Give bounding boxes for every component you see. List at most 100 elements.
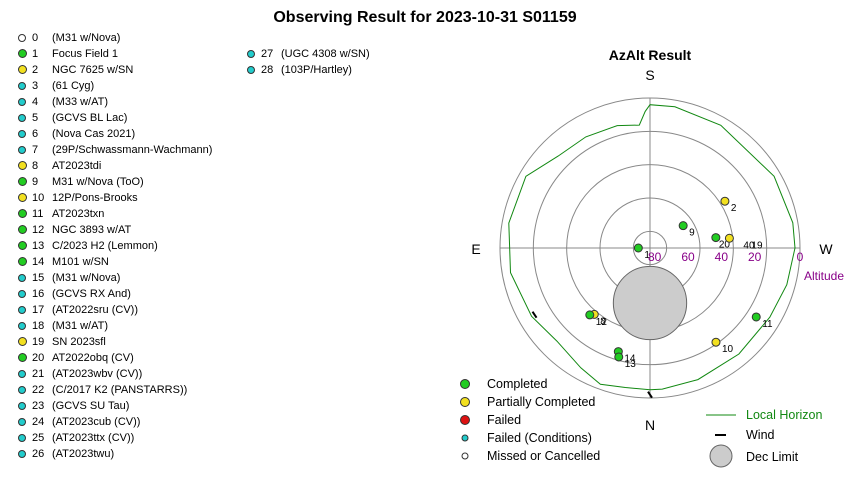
local-horizon xyxy=(508,104,796,391)
target-name: (AT2023ttx (CV)) xyxy=(52,432,135,444)
target-point-label: 8 xyxy=(600,316,606,327)
altitude-axis-label: Altitude xyxy=(804,269,844,283)
target-number: 19 xyxy=(32,336,45,348)
target-number: 6 xyxy=(32,128,39,140)
target-number: 17 xyxy=(32,304,45,316)
status-dot-icon xyxy=(18,130,26,138)
target-number: 3 xyxy=(32,80,39,92)
legend-completed-marker xyxy=(460,379,470,389)
target-point-label: 19 xyxy=(751,240,763,251)
direction-labels: S N E W xyxy=(471,67,833,433)
page-title: Observing Result for 2023-10-31 S01159 xyxy=(273,9,577,26)
status-dot-icon xyxy=(18,98,26,106)
legend-dec-limit: Dec Limit xyxy=(746,450,799,464)
status-dot-icon xyxy=(247,66,255,74)
target-number: 8 xyxy=(32,160,39,172)
dec-limit-disc xyxy=(612,265,688,341)
status-dot-icon xyxy=(18,418,26,426)
target-number: 27 xyxy=(261,48,274,60)
status-dot-icon xyxy=(18,337,27,346)
status-dot-icon xyxy=(18,434,26,442)
target-number: 11 xyxy=(32,208,44,220)
target-number: 1 xyxy=(32,48,39,60)
target-number: 12 xyxy=(32,224,45,236)
status-dot-icon xyxy=(18,65,27,74)
target-number: 18 xyxy=(32,320,45,332)
target-point-label: 40 xyxy=(743,240,755,251)
target-name: (GCVS SU Tau) xyxy=(52,400,130,412)
legend-failed-conditions-marker xyxy=(461,434,469,442)
status-dot-icon xyxy=(18,257,27,266)
status-dot-icon xyxy=(18,193,27,202)
status-dot-icon xyxy=(18,353,27,362)
status-dot-icon xyxy=(18,402,26,410)
target-point xyxy=(678,221,688,231)
altitude-tick-label: 80 xyxy=(648,250,662,264)
target-name: M101 w/SN xyxy=(52,256,109,268)
target-name: (AT2023cub (CV)) xyxy=(52,416,141,428)
legend-failed-marker xyxy=(460,415,470,425)
wind-marker xyxy=(647,391,653,399)
target-point-label: 2 xyxy=(731,203,737,214)
target-name: NGC 3893 w/AT xyxy=(52,224,132,236)
target-point xyxy=(633,243,643,253)
target-name: (M31 w/Nova) xyxy=(52,272,121,284)
target-number: 4 xyxy=(32,96,39,108)
target-number: 13 xyxy=(32,240,45,252)
dir-west: W xyxy=(819,241,833,257)
target-point-label: 10 xyxy=(722,344,734,355)
target-point-label: 13 xyxy=(625,359,637,370)
wind-marker xyxy=(531,311,538,319)
status-dot-icon xyxy=(18,209,27,218)
target-name: (61 Cyg) xyxy=(52,80,95,92)
legend-horizon: Local Horizon xyxy=(746,408,822,422)
status-dot-icon xyxy=(18,241,27,250)
target-name: (M33 w/AT) xyxy=(52,96,109,108)
altitude-tick-label: 0 xyxy=(797,250,804,264)
target-name: (M31 w/Nova) xyxy=(52,32,121,44)
dir-south: S xyxy=(645,67,654,83)
azalt-title: AzAlt Result xyxy=(609,47,692,63)
target-name: M31 w/Nova (ToO) xyxy=(52,176,144,188)
target-point xyxy=(614,352,624,362)
legend-missed-marker xyxy=(461,452,469,460)
legend-dec-limit-marker xyxy=(709,444,733,468)
status-dot-icon xyxy=(18,306,26,314)
dec-limit-circle xyxy=(612,265,688,341)
target-number: 16 xyxy=(32,288,45,300)
target-name: NGC 7625 w/SN xyxy=(52,64,134,76)
target-name: Focus Field 1 xyxy=(52,48,119,60)
legend-completed: Completed xyxy=(487,377,547,391)
target-name: (29P/Schwassmann-Wachmann) xyxy=(52,144,213,156)
target-point xyxy=(711,337,721,347)
altitude-tick-label: 40 xyxy=(715,250,729,264)
altitude-tick-label: 20 xyxy=(748,250,762,264)
target-number: 20 xyxy=(32,352,45,364)
dir-north: N xyxy=(645,417,655,433)
wind-markers xyxy=(531,311,653,399)
target-number: 24 xyxy=(32,416,45,428)
status-dot-icon xyxy=(18,161,27,170)
target-point-label: 11 xyxy=(762,319,773,330)
status-dot-icon xyxy=(18,274,26,282)
legend-failed-conditions: Failed (Conditions) xyxy=(487,431,592,445)
target-number: 22 xyxy=(32,384,45,396)
target-name: (103P/Hartley) xyxy=(281,64,352,76)
status-dot-icon xyxy=(18,386,26,394)
target-number: 10 xyxy=(32,192,45,204)
target-point-label: 14 xyxy=(624,354,636,365)
target-point-label: 20 xyxy=(719,240,731,251)
target-number: 21 xyxy=(32,368,45,380)
status-dot-icon xyxy=(18,225,27,234)
status-dot-icon xyxy=(247,50,255,58)
horizon-line xyxy=(508,104,796,391)
status-dot-icon xyxy=(18,290,26,298)
target-number: 9 xyxy=(32,176,39,188)
target-name: (Nova Cas 2021) xyxy=(52,128,136,140)
target-name: (AT2022sru (CV)) xyxy=(52,304,138,316)
target-name: 12P/Pons-Brooks xyxy=(52,192,138,204)
status-dot-icon xyxy=(18,322,26,330)
altitude-grid xyxy=(499,97,801,399)
target-name: SN 2023sfl xyxy=(52,336,106,348)
